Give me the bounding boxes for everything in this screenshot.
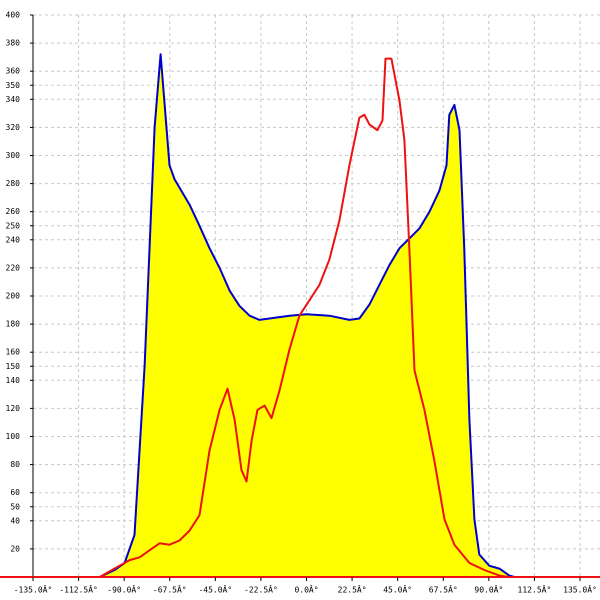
y-tick-label: 360	[6, 67, 21, 76]
y-tick-label: 280	[6, 179, 21, 188]
x-tick-label: 0.0Â°	[294, 584, 318, 595]
x-tick-label: -135.0Â°	[14, 584, 53, 595]
y-tick-label: 260	[6, 207, 21, 216]
x-tick-label: 135.0Â°	[563, 584, 597, 595]
y-tick-label: 200	[6, 292, 21, 301]
y-tick-label: 60	[10, 488, 20, 497]
y-tick-label: 20	[10, 544, 20, 553]
y-tick-label: 150	[6, 362, 21, 371]
y-tick-label: 80	[10, 460, 20, 469]
x-tick-label: 22.5Â°	[338, 584, 367, 595]
x-tick-label: 67.5Â°	[429, 584, 458, 595]
x-tick-label: -90.0Â°	[107, 584, 141, 595]
y-tick-label: 120	[6, 404, 21, 413]
x-tick-label: 112.5Â°	[518, 584, 552, 595]
y-tick-label: 320	[6, 123, 21, 132]
y-tick-label: 40	[10, 516, 20, 525]
line	[99, 57, 510, 578]
x-tick-label: 90.0Â°	[474, 584, 503, 595]
line	[99, 53, 515, 578]
x-tick-label: -22.5Â°	[244, 584, 278, 595]
x-tick-label: -67.5Â°	[153, 584, 187, 595]
x-tick-label: 45.0Â°	[383, 584, 412, 595]
y-tick-label: 100	[6, 432, 21, 441]
y-tick-label: 340	[6, 95, 21, 104]
y-tick-label: 240	[6, 235, 21, 244]
area	[99, 54, 515, 578]
y-tick-label: 300	[6, 151, 21, 160]
x-tick-label: -112.5Â°	[59, 584, 98, 595]
x-tick-label: -45.0Â°	[198, 584, 232, 595]
y-tick-label: 50	[10, 502, 20, 511]
y-tick-label: 160	[6, 348, 21, 357]
y-tick-label: 380	[6, 39, 21, 48]
y-tick-label: 400	[6, 11, 21, 20]
y-tick-label: 350	[6, 81, 21, 90]
y-tick-label: 140	[6, 376, 21, 385]
y-tick-label: 220	[6, 263, 21, 272]
y-tick-label: 180	[6, 320, 21, 329]
y-tick-label: 250	[6, 221, 21, 230]
